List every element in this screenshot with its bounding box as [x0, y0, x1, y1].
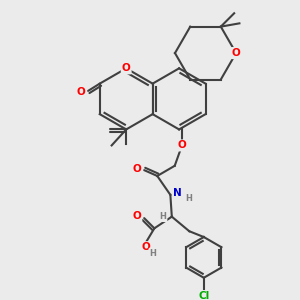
Text: O: O [178, 140, 186, 150]
Text: O: O [122, 63, 130, 73]
Text: O: O [133, 211, 141, 221]
Text: O: O [141, 242, 150, 252]
Text: O: O [133, 164, 141, 174]
Text: O: O [232, 48, 240, 58]
Text: N: N [173, 188, 182, 198]
Text: O: O [76, 87, 85, 97]
Text: H: H [149, 248, 156, 257]
Text: Cl: Cl [198, 291, 209, 300]
Text: H: H [160, 212, 167, 221]
Text: H: H [185, 194, 192, 203]
